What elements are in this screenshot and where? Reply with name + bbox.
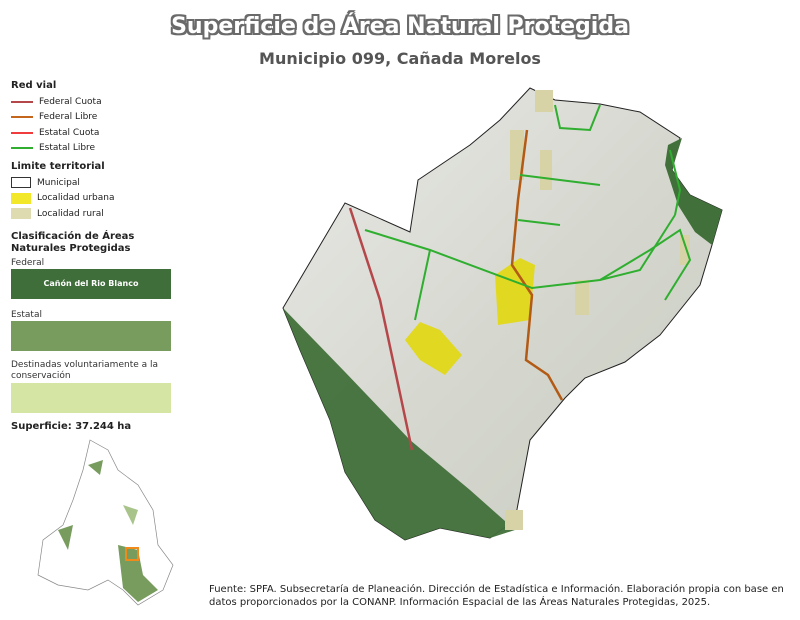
urban-locality (495, 258, 535, 325)
urban-locality (405, 322, 462, 375)
anp-estatal-swatch (11, 320, 171, 351)
road-federal-libre (510, 129, 564, 401)
legend-municipal: Municipal (11, 175, 171, 191)
legend-label: Estatal Libre (39, 143, 96, 154)
legend-road-estatal-libre: Estatal Libre (11, 141, 171, 157)
anp-federal-label: Federal (11, 257, 45, 268)
legend-label: Localidad rural (37, 208, 104, 219)
legend-label: Federal Cuota (39, 96, 102, 107)
legend-rural: Localidad rural (11, 206, 171, 222)
anp-federal-area-northeast (665, 138, 722, 245)
surface-total: Superficie: 37.244 ha (11, 420, 132, 432)
road-federal-cuota (348, 207, 414, 451)
road-swatch (11, 116, 33, 119)
swatch (11, 208, 31, 220)
legend: Red vial Federal Cuota Federal Libre Est… (11, 80, 171, 432)
limit-legend-heading: Limite territorial (11, 161, 105, 172)
anp-federal-area (283, 308, 515, 540)
anp-legend-heading: Clasificación de Áreas Naturales Protegi… (11, 230, 135, 254)
road-swatch (11, 147, 33, 150)
road-swatch (11, 131, 33, 134)
anp-voluntary-label: Destinadas voluntariamente a la conserva… (11, 359, 159, 381)
map-title: Superficie de Área Natural Protegida (171, 14, 629, 39)
anp-federal-name: Cañón del Rio Blanco (43, 279, 139, 288)
swatch (11, 192, 31, 204)
legend-label: Federal Libre (39, 112, 98, 123)
swatch (11, 177, 31, 189)
rural-localities (505, 90, 690, 530)
municipality-boundary (282, 87, 723, 541)
map-subtitle: Municipio 099, Cañada Morelos (259, 49, 541, 68)
legend-label: Estatal Cuota (39, 127, 100, 138)
source-note: Fuente: SPFA. Subsecretaría de Planeació… (209, 584, 784, 608)
municipality-locator (125, 547, 139, 561)
legend-label: Municipal (37, 177, 80, 188)
road-legend-heading: Red vial (11, 80, 57, 91)
anp-federal-swatch: Cañón del Rio Blanco (11, 268, 171, 299)
legend-road-estatal-cuota: Estatal Cuota (11, 125, 171, 141)
anp-estatal-label: Estatal (11, 309, 42, 320)
legend-road-federal-cuota: Federal Cuota (11, 94, 171, 110)
anp-voluntary-swatch (11, 382, 171, 413)
legend-label: Localidad urbana (37, 193, 115, 204)
road-swatch (11, 100, 33, 103)
legend-urban: Localidad urbana (11, 191, 171, 207)
legend-road-federal-libre: Federal Libre (11, 110, 171, 126)
roads-estatal-libre (364, 104, 692, 321)
state-inset-map (37, 439, 174, 606)
